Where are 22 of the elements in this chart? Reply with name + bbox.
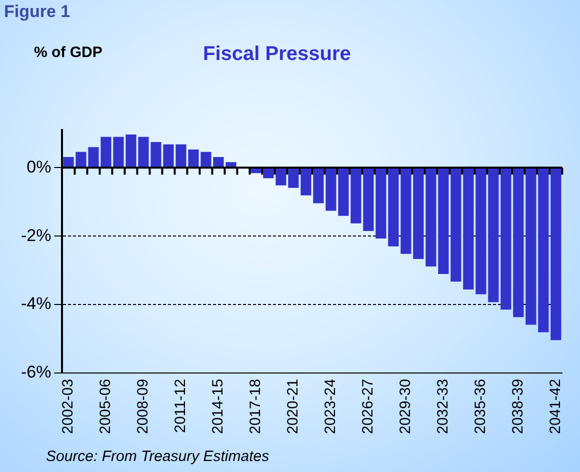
source-note: Source: From Treasury Estimates [46, 448, 270, 465]
x-tick-label: 2002-03 [60, 378, 77, 434]
chart-title: Fiscal Pressure [203, 43, 351, 66]
x-tick-label: 2011-12 [172, 378, 190, 433]
x-tick-label: 2005-06 [97, 378, 114, 434]
y-tick-label: 0% [26, 157, 52, 176]
x-tick-label: 2020-21 [284, 378, 302, 434]
x-tick-label: 2041-42 [547, 378, 564, 434]
y-tick-label: -4% [20, 294, 52, 314]
x-tick-label: 2026-27 [360, 378, 377, 434]
y-tick-label: -6% [20, 362, 52, 382]
caption: Figure 1 [4, 2, 70, 22]
x-tick-label: 2035-36 [472, 378, 490, 434]
x-tick-label: 2023-24 [322, 378, 340, 434]
x-tick-label: 2032-33 [434, 378, 452, 434]
x-tick-label: 2017-18 [247, 378, 264, 434]
x-tick-label: 2029-30 [397, 378, 414, 434]
y-axis-title: % of GDP [34, 44, 102, 61]
x-tick-label: 2014-15 [210, 378, 227, 434]
x-tick-label: 2008-09 [134, 378, 152, 434]
y-tick-label: -2% [20, 226, 52, 245]
x-tick-label: 2038-39 [510, 378, 527, 434]
